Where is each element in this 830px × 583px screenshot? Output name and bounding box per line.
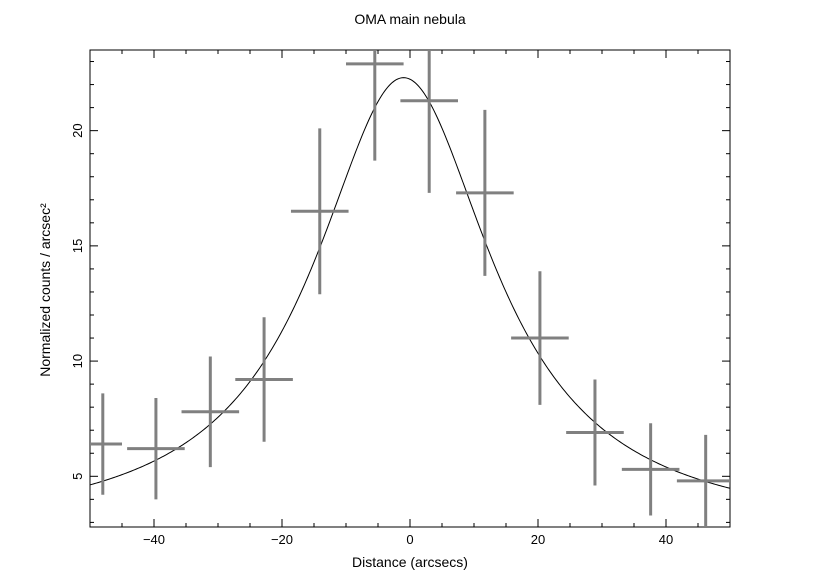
data-point xyxy=(290,128,349,295)
data-point xyxy=(621,423,680,516)
data-layer xyxy=(90,50,730,527)
data-point xyxy=(400,50,458,193)
y-tick-label: 20 xyxy=(70,123,85,137)
x-axis-title: Distance (arcsecs) xyxy=(352,554,468,570)
model-curve xyxy=(90,77,730,489)
plot-area xyxy=(89,49,731,528)
data-point xyxy=(346,50,404,161)
data-point xyxy=(511,271,569,405)
data-point xyxy=(235,317,293,442)
x-tick-label: 20 xyxy=(531,532,545,547)
plot-frame xyxy=(89,49,731,528)
data-point xyxy=(181,356,240,468)
chart-title: OMA main nebula xyxy=(354,11,465,27)
y-tick-label: 5 xyxy=(70,473,85,480)
x-tick-label: 40 xyxy=(659,532,673,547)
x-tick-label: 0 xyxy=(406,532,413,547)
data-point xyxy=(456,109,514,276)
y-axis-title: Normalized counts / arcsec² xyxy=(37,203,53,377)
data-point xyxy=(566,379,624,486)
y-tick-label: 10 xyxy=(70,354,85,368)
data-point xyxy=(676,434,730,527)
x-axis: −40 −20 0 20 40 xyxy=(89,50,731,547)
x-tick-label: −20 xyxy=(271,532,293,547)
data-point xyxy=(127,397,185,500)
y-tick-label: 15 xyxy=(70,239,85,253)
data-point xyxy=(90,393,122,495)
y-axis: 5 10 15 20 xyxy=(70,61,730,523)
x-tick-label: −40 xyxy=(143,532,165,547)
